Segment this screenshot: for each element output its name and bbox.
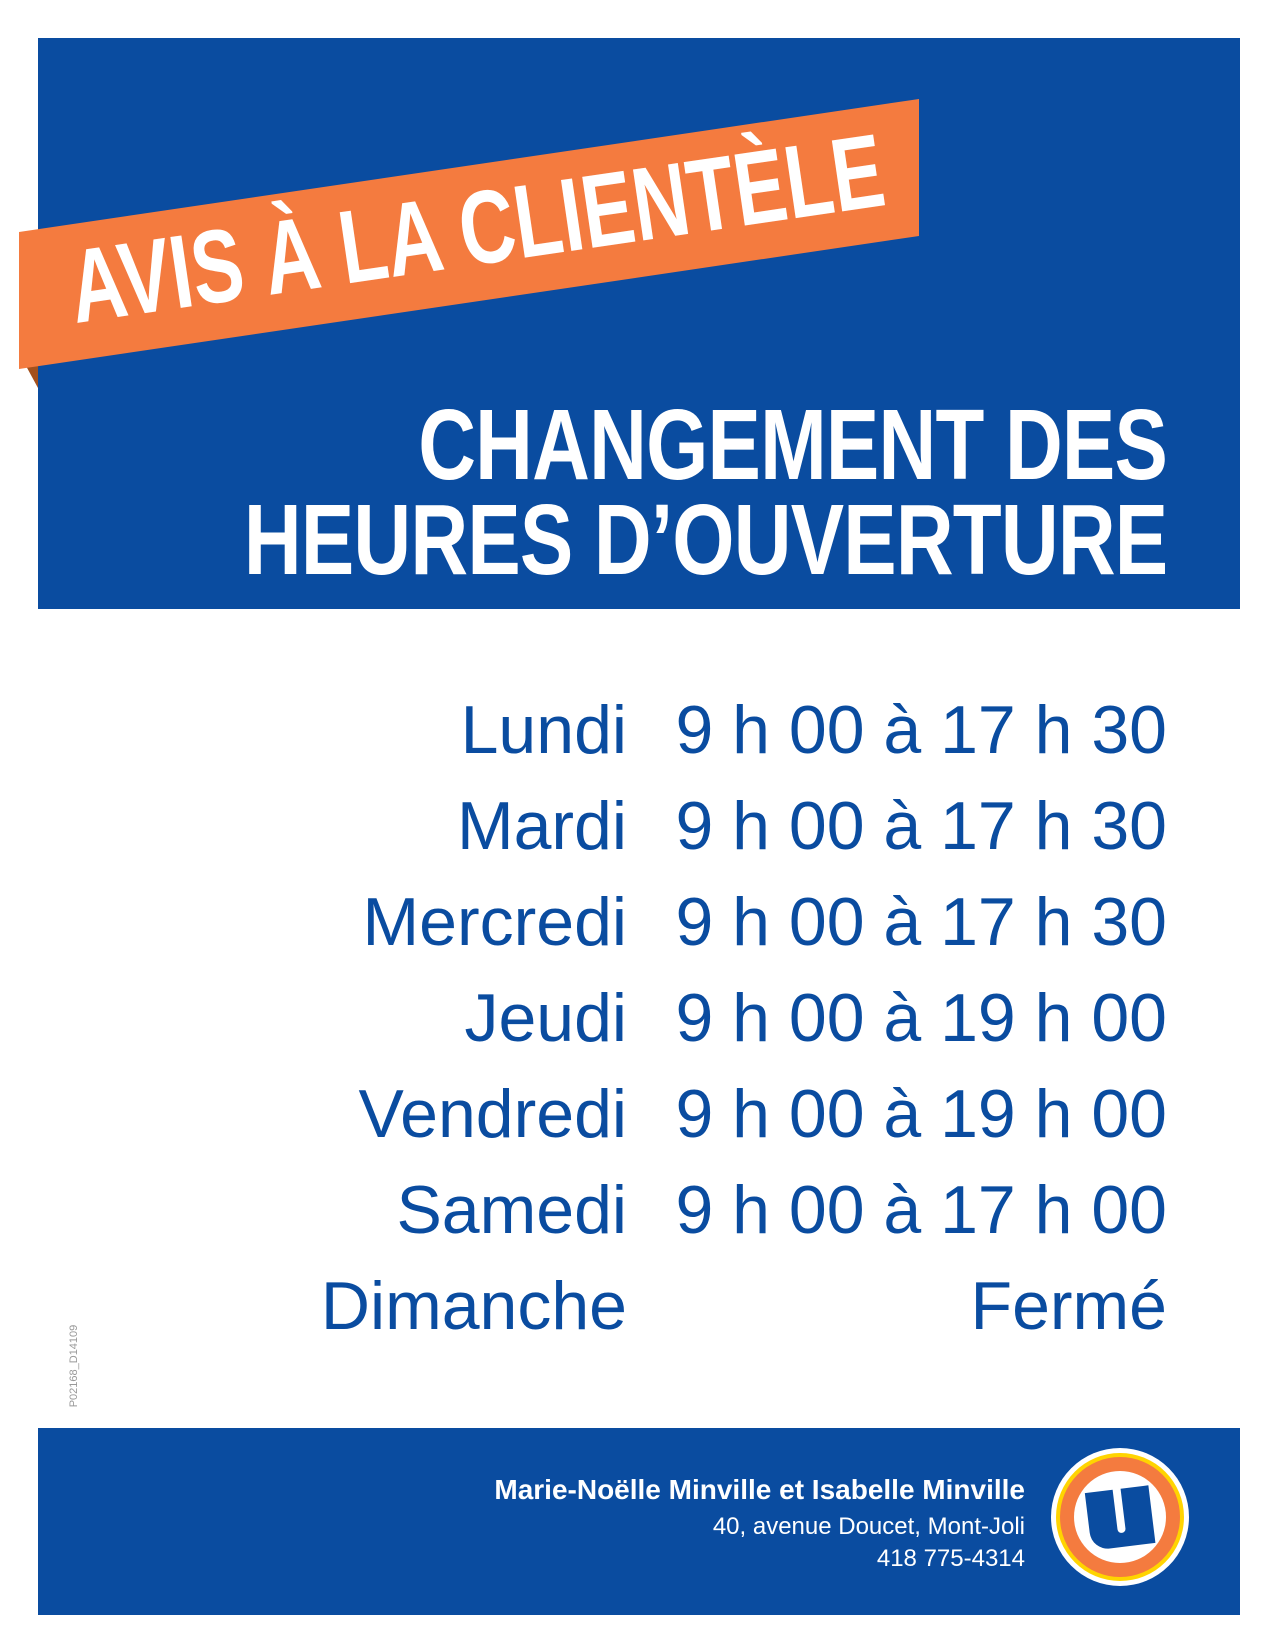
schedule-row: Lundi 9 h 00 à 17 h 30 — [0, 690, 1275, 770]
day-label: Mardi — [456, 788, 627, 864]
schedule-row: Mercredi 9 h 00 à 17 h 30 — [0, 882, 1275, 962]
store-phone: 418 775-4314 — [876, 1545, 1025, 1572]
day-label: Dimanche — [320, 1268, 627, 1344]
day-label: Mercredi — [362, 884, 628, 960]
schedule-row: Jeudi 9 h 00 à 19 h 00 — [0, 978, 1275, 1058]
footer-panel — [38, 1428, 1240, 1615]
orange-ribbon — [19, 99, 919, 388]
hours-value: 9 h 00 à 17 h 30 — [675, 692, 1167, 768]
day-label: Lundi — [460, 692, 627, 768]
store-address: 40, avenue Doucet, Mont-Joli — [712, 1513, 1025, 1540]
hours-value: Fermé — [970, 1268, 1167, 1344]
headline-line-1: CHANGEMENT DES — [418, 389, 1168, 501]
day-label: Jeudi — [464, 980, 627, 1056]
schedule-row: Mardi 9 h 00 à 17 h 30 — [0, 786, 1275, 866]
hours-value: 9 h 00 à 19 h 00 — [675, 980, 1167, 1056]
day-label: Vendredi — [358, 1076, 627, 1152]
document-code: P02168_D14109 — [68, 1324, 80, 1408]
hours-value: 9 h 00 à 19 h 00 — [675, 1076, 1167, 1152]
hours-value: 9 h 00 à 17 h 30 — [675, 884, 1167, 960]
uniprix-u-logo-icon — [1051, 1448, 1189, 1586]
headline-line-2: HEURES D’OUVERTURE — [243, 484, 1168, 596]
day-label: Samedi — [396, 1172, 627, 1248]
hours-value: 9 h 00 à 17 h 00 — [675, 1172, 1167, 1248]
schedule-row: Samedi 9 h 00 à 17 h 00 — [0, 1170, 1275, 1250]
schedule-row: Vendredi 9 h 00 à 19 h 00 — [0, 1074, 1275, 1154]
schedule-row: Dimanche Fermé — [0, 1266, 1275, 1346]
owners-name: Marie-Noëlle Minville et Isabelle Minvil… — [494, 1474, 1025, 1505]
hours-value: 9 h 00 à 17 h 30 — [675, 788, 1167, 864]
